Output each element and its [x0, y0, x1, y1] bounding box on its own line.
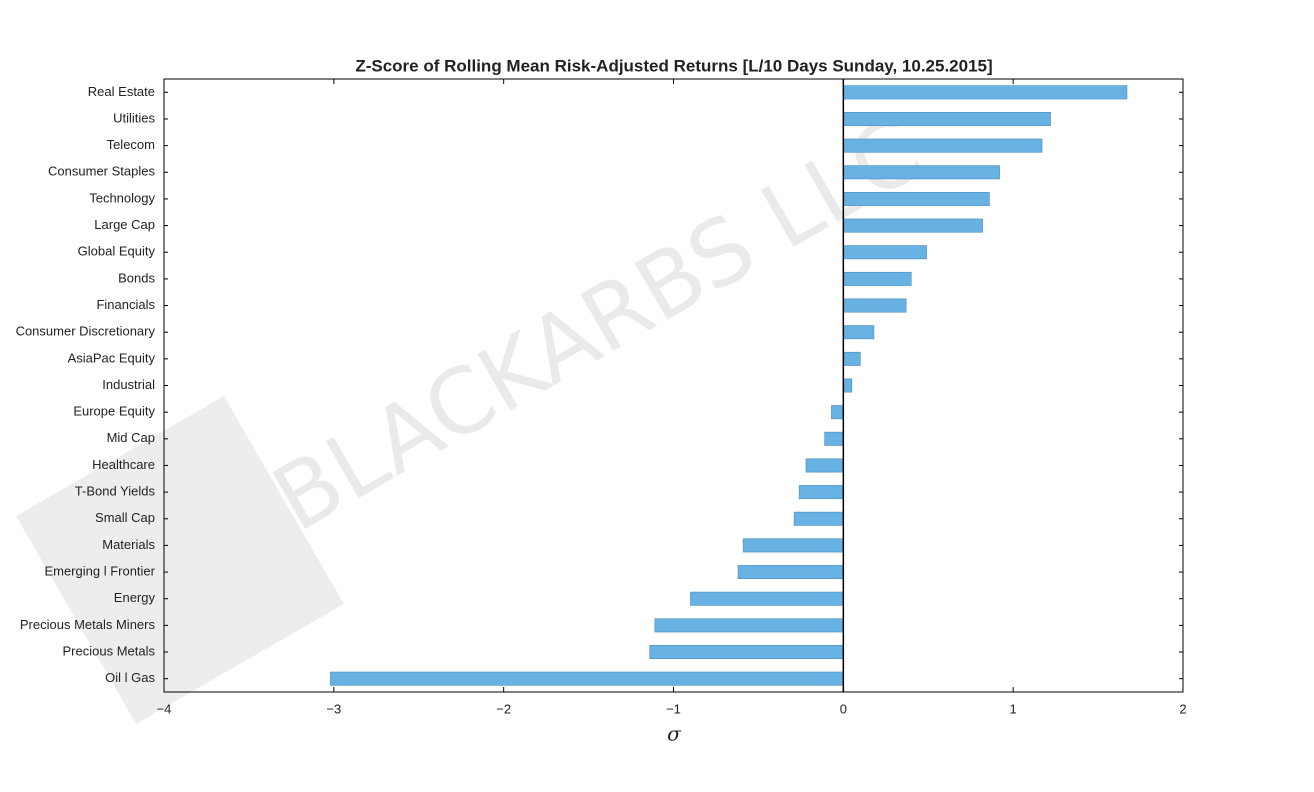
bar — [843, 325, 875, 340]
y-tick-label: Global Equity — [78, 244, 156, 259]
x-tick-label: −4 — [157, 701, 172, 716]
bar — [843, 351, 861, 366]
bar — [843, 378, 853, 393]
y-tick-label: Materials — [102, 537, 155, 552]
bar — [690, 591, 844, 606]
x-axis-label: σ — [667, 722, 682, 746]
bar — [843, 298, 907, 313]
bar — [742, 538, 844, 553]
bar — [843, 165, 1000, 180]
y-tick-label: Emerging l Frontier — [44, 564, 155, 579]
y-tick-label: Precious Metals Miners — [20, 617, 156, 632]
bar — [843, 218, 983, 233]
x-tick-label: 1 — [1010, 701, 1017, 716]
y-tick-label: Real Estate — [88, 84, 155, 99]
y-tick-label: Consumer Staples — [48, 164, 155, 179]
y-tick-label: Bonds — [118, 270, 155, 285]
y-tick-label: Europe Equity — [73, 404, 155, 419]
watermark: BLACKARBS LLC — [256, 98, 938, 553]
y-tick-label: Industrial — [102, 377, 155, 392]
bar — [330, 671, 844, 686]
watermark-logo — [16, 396, 344, 724]
y-tick-label: Energy — [114, 590, 156, 605]
chart-title: Z-Score of Rolling Mean Risk-Adjusted Re… — [355, 56, 992, 75]
y-tick-label: Large Cap — [94, 217, 155, 232]
bar — [805, 458, 844, 473]
y-tick-label: Consumer Discretionary — [16, 324, 156, 339]
y-tick-label: Mid Cap — [107, 430, 155, 445]
bar — [843, 271, 912, 286]
bar — [649, 645, 844, 659]
bar — [843, 85, 1128, 100]
y-tick-label: Utilities — [113, 110, 155, 125]
bar — [654, 618, 844, 633]
y-tick-label: AsiaPac Equity — [68, 350, 156, 365]
x-tick-label: 0 — [840, 701, 847, 716]
y-tick-label: Small Cap — [95, 510, 155, 525]
bar — [843, 191, 990, 206]
bar — [843, 138, 1043, 153]
bar — [831, 405, 844, 420]
x-tick-label: −3 — [326, 701, 341, 716]
y-tick-label: Oil l Gas — [105, 670, 155, 685]
bar — [793, 511, 844, 526]
bar — [798, 485, 844, 500]
bar — [737, 565, 844, 580]
y-tick-label: T-Bond Yields — [75, 484, 156, 499]
y-tick-label: Precious Metals — [63, 643, 156, 658]
y-tick-label: Healthcare — [92, 457, 155, 472]
x-tick-label: 2 — [1179, 701, 1186, 716]
bar — [843, 245, 927, 260]
x-tick-label: −2 — [496, 701, 511, 716]
y-tick-label: Financials — [96, 297, 155, 312]
bar — [824, 431, 844, 446]
x-tick-label: −1 — [666, 701, 681, 716]
y-tick-label: Telecom — [107, 137, 155, 152]
bar — [843, 112, 1051, 126]
y-tick-label: Technology — [89, 190, 155, 205]
